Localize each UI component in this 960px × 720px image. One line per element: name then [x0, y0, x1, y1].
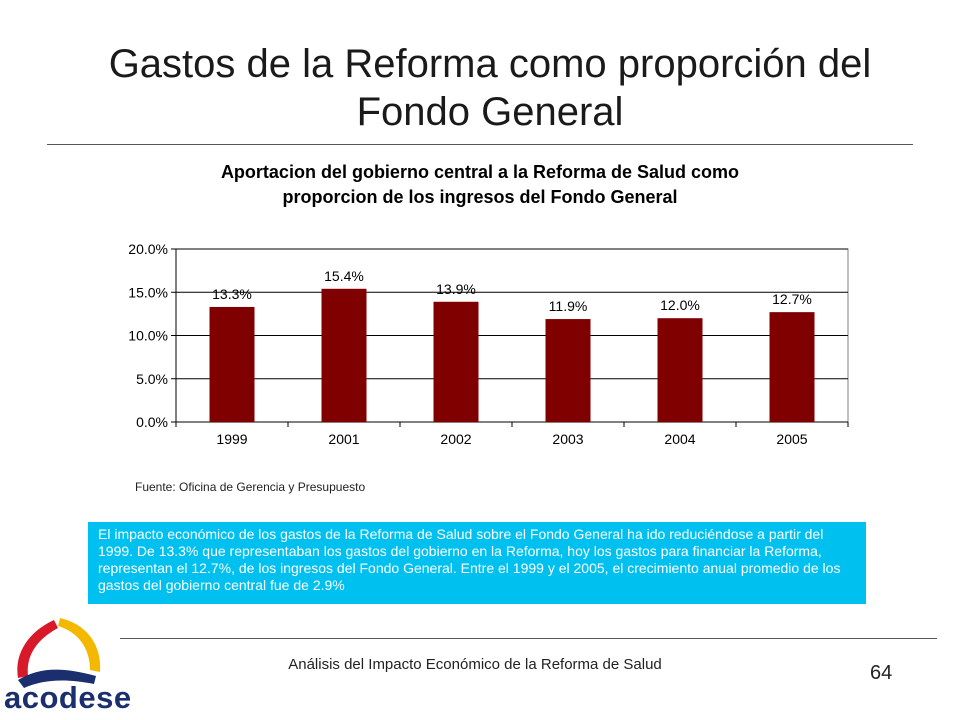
chart-title-line2: proporcion de los ingresos del Fondo Gen… — [282, 187, 678, 207]
data-label: 12.0% — [660, 297, 700, 313]
data-label: 13.9% — [436, 281, 476, 297]
bar — [209, 306, 255, 422]
y-tick-label: 5.0% — [136, 371, 168, 387]
x-tick-label: 2005 — [776, 431, 807, 447]
x-tick-label: 2002 — [440, 431, 471, 447]
y-tick-label: 20.0% — [128, 241, 168, 257]
footer-text: Análisis del Impacto Económico de la Ref… — [288, 656, 662, 673]
data-label: 11.9% — [549, 298, 588, 314]
slide-title-line2: Fondo General — [356, 90, 624, 134]
title-divider — [47, 144, 913, 145]
footer-divider — [120, 638, 937, 639]
logo-red-arc — [17, 620, 58, 678]
y-tick-label: 10.0% — [128, 328, 168, 344]
logo-yellow-arc — [58, 618, 101, 672]
data-label: 15.4% — [324, 268, 364, 284]
data-label: 13.3% — [212, 286, 252, 302]
y-tick-label: 0.0% — [136, 414, 168, 430]
x-tick-label: 2001 — [328, 431, 359, 447]
bar — [433, 301, 479, 422]
chart-title: Aportacion del gobierno central a la Ref… — [160, 160, 800, 210]
bar — [769, 312, 815, 422]
source-note: Fuente: Oficina de Gerencia y Presupuest… — [135, 480, 366, 494]
page-number: 64 — [870, 662, 893, 684]
chart-title-line1: Aportacion del gobierno central a la Ref… — [220, 162, 740, 182]
bar — [545, 319, 591, 422]
x-tick-label: 2004 — [664, 431, 695, 447]
acodese-logo-icon — [17, 618, 101, 688]
logo-navy-arc — [18, 669, 96, 688]
summary-box: El impacto económico de los gastos de la… — [88, 522, 866, 604]
logo-text: acodese — [4, 680, 132, 715]
bar — [657, 318, 703, 422]
slide-title-line1: Gastos de la Reforma como proporción del — [108, 42, 872, 86]
y-tick-label: 15.0% — [128, 284, 168, 300]
bar — [321, 288, 367, 422]
x-tick-label: 2003 — [552, 431, 583, 447]
data-label: 12.7% — [772, 291, 812, 307]
slide-title: Gastos de la Reforma como proporción del… — [40, 40, 940, 136]
x-tick-label: 1999 — [216, 431, 247, 447]
